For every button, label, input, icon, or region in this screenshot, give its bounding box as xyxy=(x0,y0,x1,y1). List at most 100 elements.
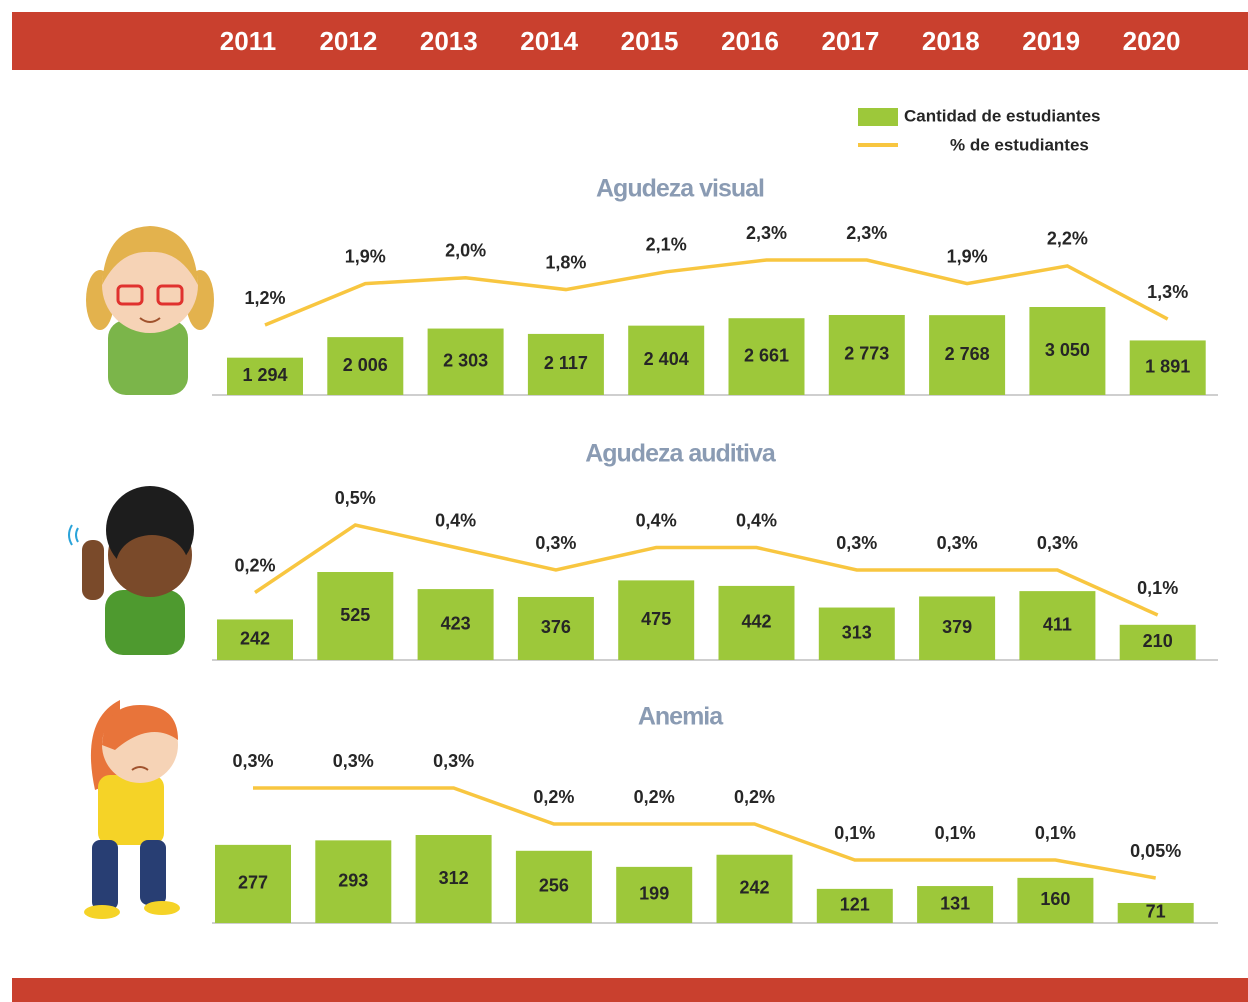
bar xyxy=(818,607,895,660)
line-label: 0,3% xyxy=(232,751,273,771)
bar xyxy=(1129,340,1206,395)
bar xyxy=(427,328,504,395)
bar xyxy=(628,325,705,395)
line-label: 1,9% xyxy=(345,246,386,266)
bar-label: 2 117 xyxy=(544,353,588,373)
line xyxy=(253,786,1157,880)
bar-label: 1 891 xyxy=(1145,356,1190,376)
bar xyxy=(1017,877,1094,923)
panel-title: Anemia xyxy=(638,703,724,731)
bar xyxy=(527,333,604,395)
bar xyxy=(1117,902,1194,923)
bar-label: 3 050 xyxy=(1045,340,1090,360)
bar-label: 131 xyxy=(940,893,970,913)
bar xyxy=(1119,624,1196,660)
bar-label: 277 xyxy=(238,873,268,893)
line-label: 0,4% xyxy=(435,510,476,530)
bar xyxy=(616,866,693,923)
bar-label: 2 303 xyxy=(443,351,488,371)
bar xyxy=(317,572,394,660)
bar xyxy=(415,835,492,923)
bar-label: 2 006 xyxy=(343,355,388,375)
bar-label: 160 xyxy=(1040,889,1070,909)
bar-label: 442 xyxy=(741,612,771,632)
line-label: 2,0% xyxy=(445,240,486,260)
line-label: 1,2% xyxy=(244,288,285,308)
bar-label: 293 xyxy=(338,870,368,890)
illustration-boy-listening xyxy=(68,486,194,655)
line-label: 0,3% xyxy=(1037,533,1078,553)
year-label: 2014 xyxy=(520,26,578,56)
bar xyxy=(718,585,795,660)
panel-title: Agudeza visual xyxy=(596,175,764,203)
legend-label: Cantidad de estudiantes xyxy=(904,106,1100,125)
legend-swatch-bar xyxy=(858,108,898,126)
legend-label: % de estudiantes xyxy=(950,135,1089,154)
line-label: 0,3% xyxy=(433,751,474,771)
line-label: 0,1% xyxy=(1035,823,1076,843)
bar-label: 2 661 xyxy=(744,345,789,365)
line-label: 2,2% xyxy=(1047,229,1088,249)
line-label: 0,2% xyxy=(734,787,775,807)
line-label: 1,9% xyxy=(947,246,988,266)
bar-label: 525 xyxy=(340,605,370,625)
bar-label: 475 xyxy=(641,609,671,629)
bar-label: 376 xyxy=(541,617,571,637)
bar-label: 379 xyxy=(942,617,972,637)
bar-label: 256 xyxy=(539,876,569,896)
bar-label: 210 xyxy=(1143,631,1173,651)
bar-label: 2 404 xyxy=(644,349,689,369)
bar xyxy=(929,315,1006,395)
line-label: 0,1% xyxy=(834,823,875,843)
line-label: 0,2% xyxy=(533,787,574,807)
line-label: 0,1% xyxy=(1137,578,1178,598)
bar-label: 2 773 xyxy=(844,344,889,364)
line-label: 0,4% xyxy=(636,510,677,530)
panel-title: Agudeza auditiva xyxy=(585,440,777,468)
year-label: 2017 xyxy=(821,26,879,56)
bar xyxy=(515,850,592,923)
header-band xyxy=(12,12,1248,70)
year-label: 2019 xyxy=(1022,26,1080,56)
bar xyxy=(917,886,994,923)
line-label: 2,1% xyxy=(646,235,687,255)
year-label: 2020 xyxy=(1123,26,1181,56)
illustration-girl-glasses xyxy=(86,226,214,395)
bar xyxy=(716,854,793,923)
bar xyxy=(517,596,594,660)
year-label: 2011 xyxy=(220,26,276,56)
bar xyxy=(828,314,905,395)
bar xyxy=(417,589,494,660)
line-label: 1,8% xyxy=(545,252,586,272)
bar xyxy=(1019,591,1096,660)
bar-label: 199 xyxy=(639,884,669,904)
bar-label: 121 xyxy=(840,895,870,915)
line xyxy=(264,258,1169,327)
bar xyxy=(618,580,695,660)
line-label: 0,2% xyxy=(234,555,275,575)
bar xyxy=(919,596,996,660)
footer-band xyxy=(12,978,1248,1002)
line-label: 0,3% xyxy=(836,533,877,553)
bar xyxy=(327,337,404,395)
bar-label: 242 xyxy=(240,628,270,648)
line-label: 0,2% xyxy=(634,787,675,807)
line-label: 2,3% xyxy=(846,223,887,243)
line-label: 0,3% xyxy=(535,533,576,553)
bar-label: 71 xyxy=(1146,902,1166,922)
line-label: 0,4% xyxy=(736,510,777,530)
bar-label: 423 xyxy=(441,613,471,633)
line-label: 0,5% xyxy=(335,488,376,508)
bar xyxy=(217,619,293,660)
year-label: 2015 xyxy=(621,26,679,56)
line-label: 2,3% xyxy=(746,223,787,243)
bar xyxy=(1029,307,1106,395)
year-label: 2016 xyxy=(721,26,779,56)
year-label: 2018 xyxy=(922,26,980,56)
year-label: 2012 xyxy=(319,26,377,56)
bar xyxy=(315,840,392,923)
bar-label: 1 294 xyxy=(242,365,287,385)
bar-label: 312 xyxy=(439,868,469,888)
line-label: 0,3% xyxy=(333,751,374,771)
